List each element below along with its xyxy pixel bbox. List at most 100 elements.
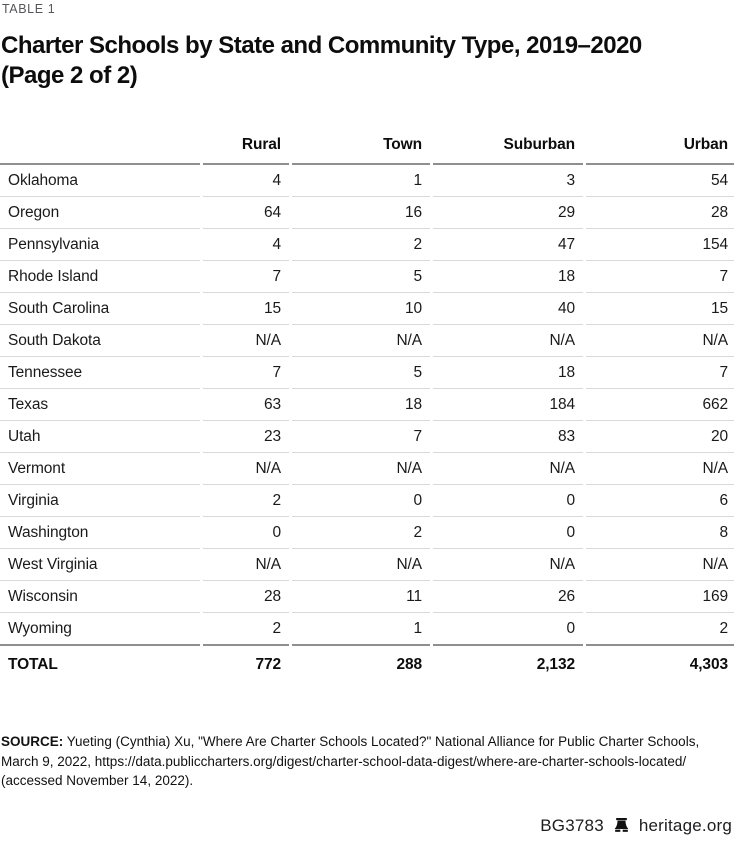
total-suburban: 2,132 — [536, 656, 575, 673]
value-cell: 2 — [203, 613, 289, 646]
table-row: Wyoming 2 1 0 2 — [0, 613, 734, 646]
value-cell: 2 — [292, 229, 430, 261]
value-cell: 7 — [203, 357, 289, 389]
value-cell: 169 — [586, 581, 734, 613]
value-cell: 26 — [433, 581, 583, 613]
state-cell: Oregon — [0, 197, 200, 229]
table-row: Pennsylvania 4 2 47 154 — [0, 229, 734, 261]
value-cell: N/A — [203, 453, 289, 485]
col-header-town: Town — [292, 131, 430, 165]
value-cell: N/A — [203, 549, 289, 581]
table-row: Oregon 64 16 29 28 — [0, 197, 734, 229]
value-cell: N/A — [433, 549, 583, 581]
value-cell: 18 — [433, 357, 583, 389]
state-cell: Oklahoma — [0, 165, 200, 197]
table-row: Virginia 2 0 0 6 — [0, 485, 734, 517]
col-header-state — [0, 131, 200, 165]
table-header: Rural Town Suburban Urban — [0, 131, 734, 165]
value-cell: 7 — [586, 261, 734, 293]
value-cell: 6 — [586, 485, 734, 517]
value-cell: 5 — [292, 357, 430, 389]
value-cell: N/A — [433, 453, 583, 485]
table-label: TABLE 1 — [2, 2, 56, 16]
value-cell: 0 — [292, 485, 430, 517]
value-cell: 28 — [203, 581, 289, 613]
state-cell: Utah — [0, 421, 200, 453]
value-cell: 4 — [203, 165, 289, 197]
value-cell: 8 — [586, 517, 734, 549]
value-cell: N/A — [586, 549, 734, 581]
value-cell: 0 — [433, 517, 583, 549]
table-row: South Carolina 15 10 40 15 — [0, 293, 734, 325]
header-row: Rural Town Suburban Urban — [0, 131, 734, 165]
value-cell: 10 — [292, 293, 430, 325]
col-header-suburban: Suburban — [433, 131, 583, 165]
value-cell: 2 — [586, 613, 734, 646]
value-cell: 23 — [203, 421, 289, 453]
value-cell: 662 — [586, 389, 734, 421]
state-cell: Texas — [0, 389, 200, 421]
table-row: Texas 63 18 184 662 — [0, 389, 734, 421]
value-cell: 2 — [292, 517, 430, 549]
col-header-urban: Urban — [586, 131, 734, 165]
website-link: heritage.org — [638, 815, 732, 835]
table-row: West Virginia N/A N/A N/A N/A — [0, 549, 734, 581]
state-cell: Wyoming — [0, 613, 200, 646]
value-cell: 1 — [292, 613, 430, 646]
value-cell: 20 — [586, 421, 734, 453]
col-header-rural: Rural — [203, 131, 289, 165]
state-cell: Wisconsin — [0, 581, 200, 613]
state-cell: West Virginia — [0, 549, 200, 581]
value-cell: 7 — [292, 421, 430, 453]
value-cell: 5 — [292, 261, 430, 293]
value-cell: N/A — [292, 549, 430, 581]
state-cell: Washington — [0, 517, 200, 549]
state-cell: Tennessee — [0, 357, 200, 389]
value-cell: N/A — [203, 325, 289, 357]
value-cell: 11 — [292, 581, 430, 613]
value-cell: 7 — [203, 261, 289, 293]
document-footer: BG3783 heritage.org — [0, 816, 734, 836]
table-row: Oklahoma 4 1 3 54 — [0, 165, 734, 197]
value-cell: 83 — [433, 421, 583, 453]
source-text: Yueting (Cynthia) Xu, "Where Are Charter… — [1, 734, 700, 788]
total-label: TOTAL — [8, 656, 58, 673]
value-cell: N/A — [292, 453, 430, 485]
value-cell: 18 — [433, 261, 583, 293]
value-cell: 0 — [203, 517, 289, 549]
value-cell: 18 — [292, 389, 430, 421]
table-row: Rhode Island 7 5 18 7 — [0, 261, 734, 293]
value-cell: 15 — [203, 293, 289, 325]
value-cell: 54 — [586, 165, 734, 197]
page-title-line-2: (Page 2 of 2) — [1, 62, 138, 89]
value-cell: 4 — [203, 229, 289, 261]
table-row: Wisconsin 28 11 26 169 — [0, 581, 734, 613]
state-cell: Pennsylvania — [0, 229, 200, 261]
source-label: SOURCE: — [1, 734, 64, 749]
table-row: Utah 23 7 83 20 — [0, 421, 734, 453]
page-title: Charter Schools by State and Community T… — [0, 31, 734, 91]
state-cell: Vermont — [0, 453, 200, 485]
value-cell: 0 — [433, 485, 583, 517]
charter-schools-table: Rural Town Suburban Urban Oklahoma 4 1 3 54 O… — [0, 131, 734, 684]
state-cell: Rhode Island — [0, 261, 200, 293]
state-cell: South Carolina — [0, 293, 200, 325]
value-cell: 0 — [433, 613, 583, 646]
state-cell: South Dakota — [0, 325, 200, 357]
value-cell: 16 — [292, 197, 430, 229]
value-cell: N/A — [586, 325, 734, 357]
value-cell: 15 — [586, 293, 734, 325]
value-cell: 40 — [433, 293, 583, 325]
value-cell: 47 — [433, 229, 583, 261]
value-cell: 29 — [433, 197, 583, 229]
state-cell: Virginia — [0, 485, 200, 517]
value-cell: 64 — [203, 197, 289, 229]
total-rural: 772 — [255, 656, 281, 673]
table-row: Washington 0 2 0 8 — [0, 517, 734, 549]
value-cell: 2 — [203, 485, 289, 517]
value-cell: 7 — [586, 357, 734, 389]
value-cell: 154 — [586, 229, 734, 261]
total-town: 288 — [396, 656, 422, 673]
document-id: BG3783 — [540, 815, 604, 835]
